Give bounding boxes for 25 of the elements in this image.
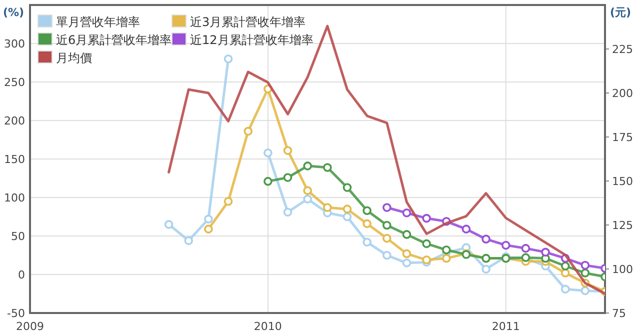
legend-label: 近12月累計營收年增率	[190, 33, 314, 47]
legend-label: 近3月累計營收年增率	[190, 15, 306, 29]
y-tick-label: 300	[4, 38, 25, 50]
y-tick-label: 50	[11, 230, 25, 243]
y2-tick-label: 75	[612, 307, 626, 320]
y2-tick-label: 225	[612, 43, 633, 56]
x-tick-label: 2009	[16, 320, 44, 333]
legend-label: 近6月累計營收年增率	[56, 33, 172, 47]
y-tick-label: 100	[4, 192, 25, 204]
x-tick-label: 2010	[254, 320, 282, 333]
y2-tick-label: 100	[612, 263, 633, 276]
y-tick-label: 0	[18, 268, 25, 282]
y2-axis-title: (元)	[610, 6, 632, 19]
x-tick-label: 2011	[492, 320, 520, 333]
y2-tick-label: 125	[612, 219, 633, 232]
y-tick-label: 200	[4, 114, 25, 128]
legend-label: 單月營收年增率	[56, 15, 140, 29]
y-tick-label: -50	[7, 307, 25, 320]
y2-tick-label: 200	[612, 87, 633, 100]
y-tick-label: 150	[4, 153, 25, 166]
y2-tick-label: 175	[612, 131, 633, 144]
y-axis-title: (%)	[3, 6, 24, 19]
y-tick-label: 250	[4, 76, 25, 89]
y2-tick-label: 150	[612, 175, 633, 188]
legend-label: 月均價	[56, 51, 92, 65]
